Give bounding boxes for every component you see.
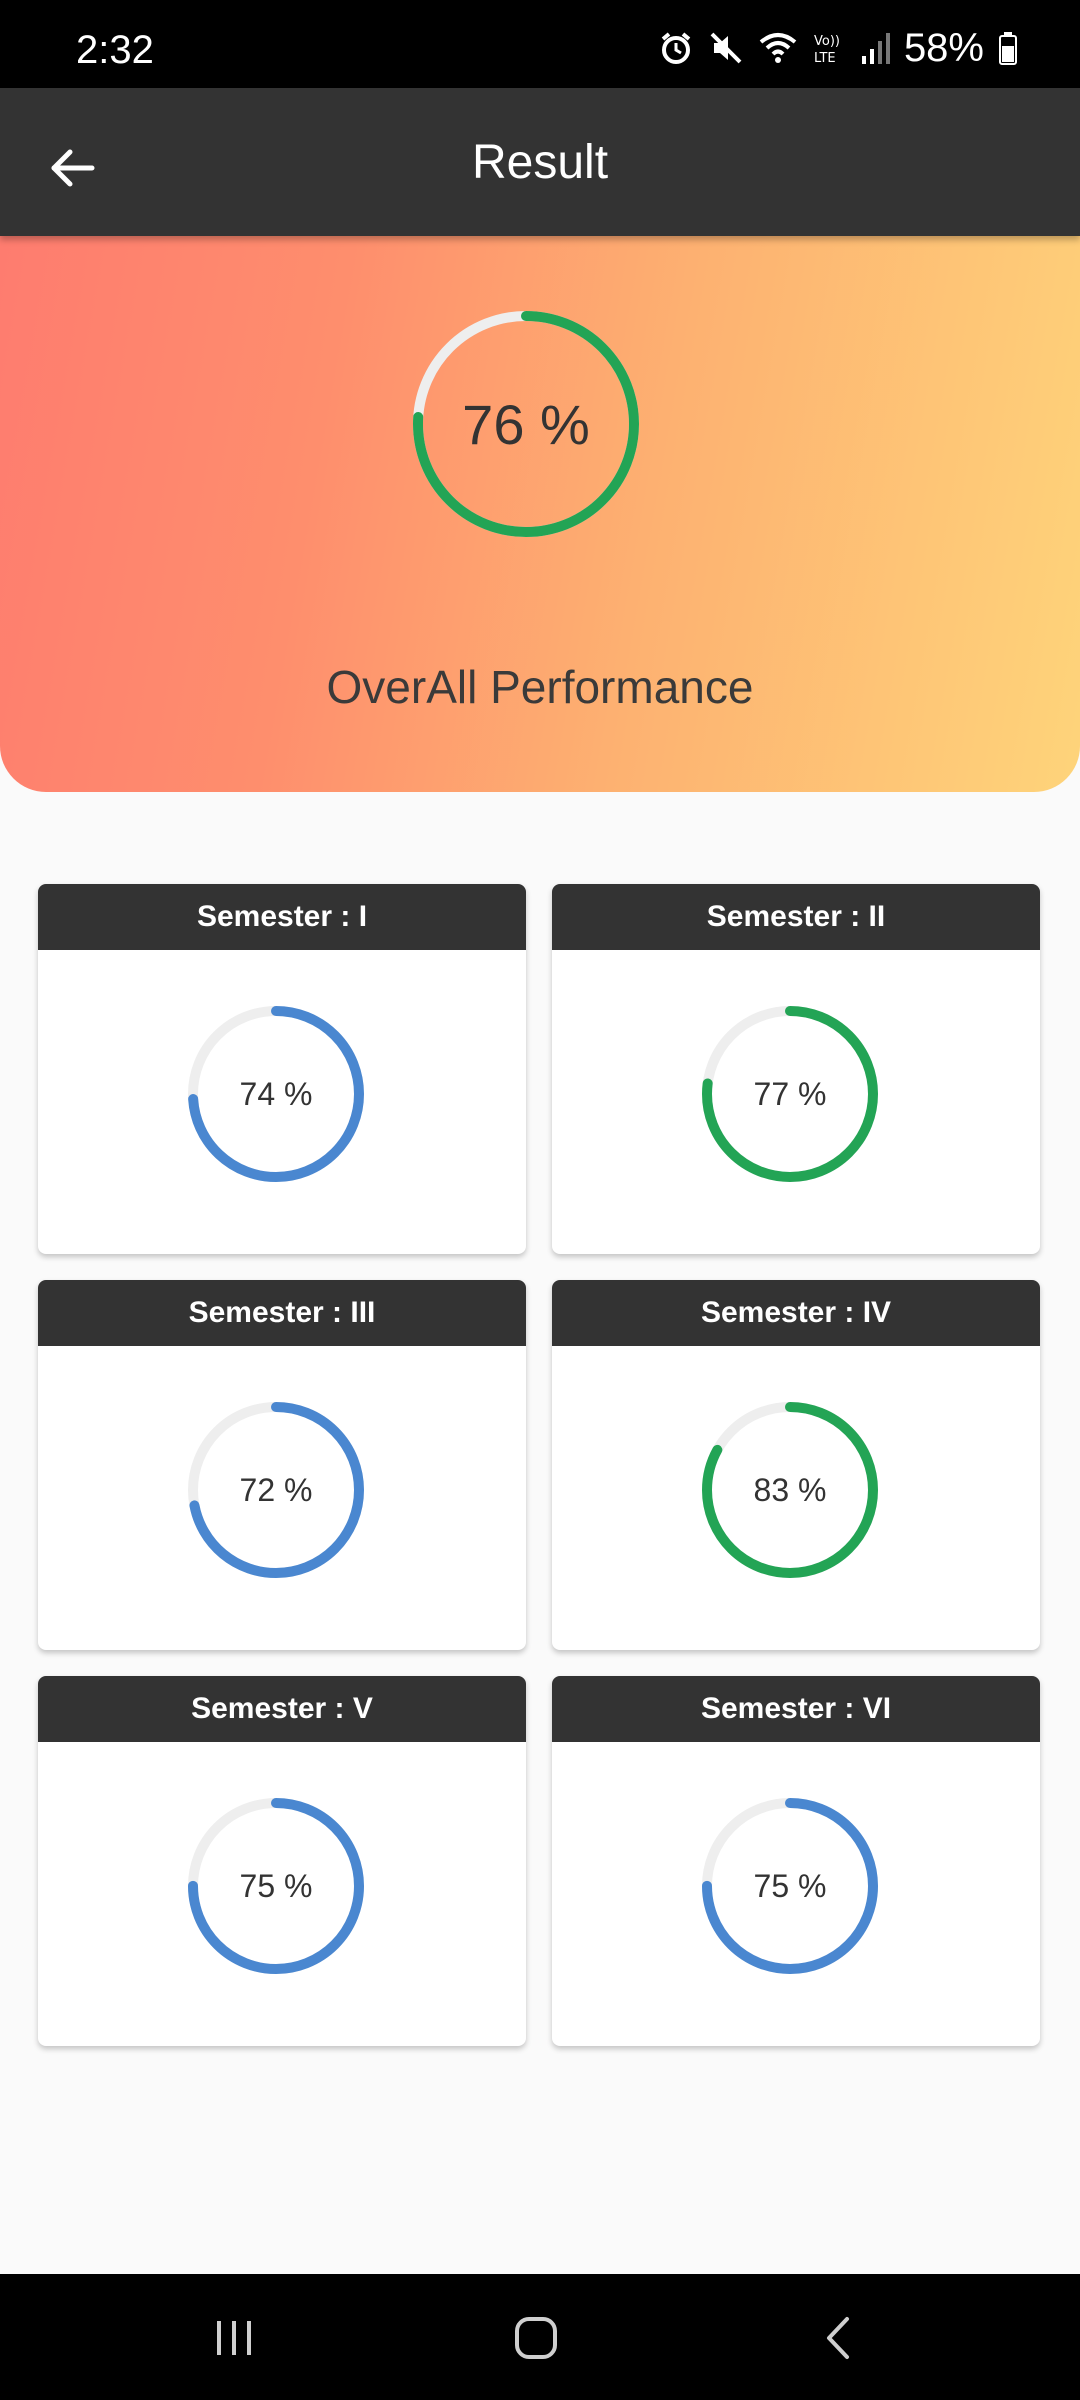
status-bar: 2:32 Vo)) LTE 58% [0, 0, 1080, 88]
signal-icon [860, 30, 890, 66]
semester-card-2[interactable]: Semester : II 77 % [552, 884, 1040, 1254]
semester-percent: 77 % [753, 1075, 827, 1112]
battery-percent: 58% [903, 26, 984, 70]
semester-card-5[interactable]: Semester : V 75 % [38, 1676, 526, 2046]
semester-card-3[interactable]: Semester : III 72 % [38, 1280, 526, 1650]
page-title: Result [471, 136, 609, 189]
battery-icon [998, 30, 1018, 66]
semester-title: Semester : III [38, 1280, 526, 1346]
semester-title: Semester : IV [552, 1280, 1040, 1346]
semester-progress-ring [702, 1402, 878, 1578]
semester-card-1[interactable]: Semester : I 74 % [38, 884, 526, 1254]
overall-caption: OverAll Performance [326, 661, 754, 713]
status-icons: Vo)) LTE 58% [658, 26, 1018, 70]
semester-progress-ring [188, 1798, 364, 1974]
recent-apps-icon [217, 2321, 251, 2355]
semester-title: Semester : II [552, 884, 1040, 950]
mute-icon [708, 30, 744, 66]
overall-progress-ring [413, 311, 639, 537]
back-icon [827, 2317, 849, 2359]
back-button[interactable] [30, 126, 114, 210]
semester-percent: 75 % [753, 1867, 827, 1904]
status-time: 2:32 [76, 28, 154, 72]
ring-progress [702, 1798, 878, 1974]
ring-progress [188, 1798, 364, 1974]
semester-title: Semester : VI [552, 1676, 1040, 1742]
overall-performance-panel: 76 % OverAll Performance [0, 236, 1080, 792]
svg-text:LTE: LTE [814, 51, 836, 66]
semester-progress-ring [188, 1006, 364, 1182]
semester-progress-ring [188, 1402, 364, 1578]
semester-progress-ring [702, 1006, 878, 1182]
home-icon [515, 2317, 557, 2359]
system-back-button[interactable] [780, 2298, 900, 2378]
semester-progress-ring [702, 1798, 878, 1974]
app-bar: Result [0, 88, 1080, 236]
semester-percent: 74 % [239, 1075, 313, 1112]
arrow-left-icon [51, 149, 95, 187]
semester-percent: 83 % [753, 1471, 827, 1508]
semester-title: Semester : V [38, 1676, 526, 1742]
overall-ring-progress [413, 311, 639, 537]
recent-apps-button[interactable] [174, 2298, 294, 2378]
alarm-icon [658, 30, 694, 66]
ring-progress [702, 1402, 878, 1578]
wifi-icon [758, 30, 798, 66]
volte-icon: Vo)) LTE [812, 30, 846, 66]
home-button[interactable] [476, 2298, 596, 2378]
svg-text:Vo)): Vo)) [814, 34, 840, 49]
semester-percent: 72 % [239, 1471, 313, 1508]
semester-percent: 75 % [239, 1867, 313, 1904]
system-nav-bar [0, 2274, 1080, 2400]
semester-title: Semester : I [38, 884, 526, 950]
overall-percent: 76 % [462, 392, 590, 456]
semester-card-4[interactable]: Semester : IV 83 % [552, 1280, 1040, 1650]
ring-progress [188, 1402, 364, 1578]
ring-progress [188, 1006, 364, 1182]
semester-card-6[interactable]: Semester : VI 75 % [552, 1676, 1040, 2046]
ring-progress [702, 1006, 878, 1182]
